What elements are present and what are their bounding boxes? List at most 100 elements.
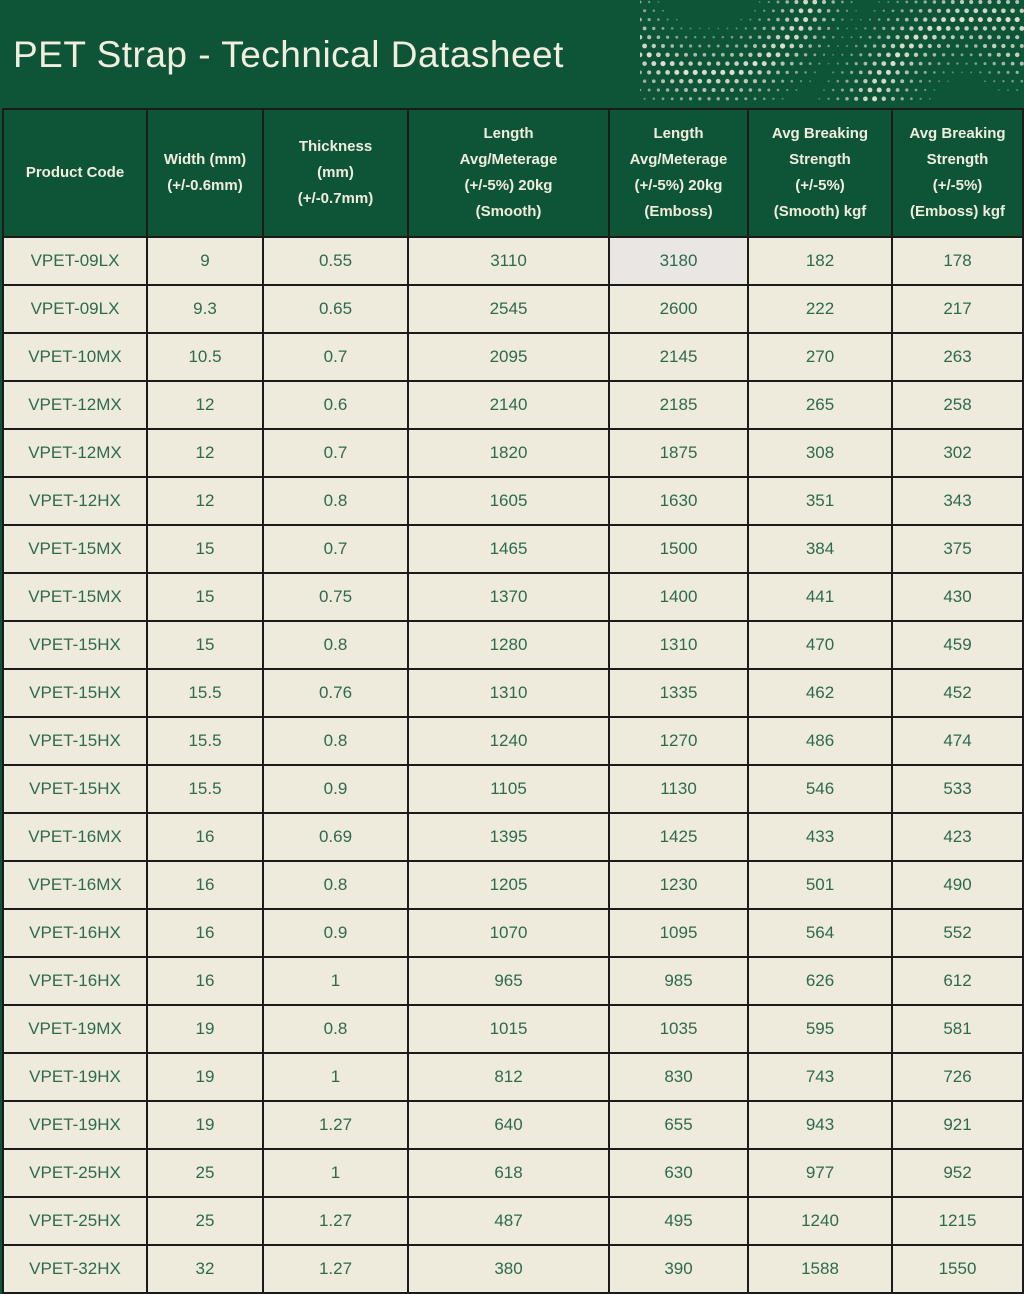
decoration-dot	[905, 88, 909, 92]
decoration-dot	[1015, 35, 1020, 40]
value-cell: 433	[747, 812, 893, 862]
decoration-dot	[703, 36, 706, 39]
decoration-dot	[688, 78, 693, 84]
decoration-dot	[675, 18, 678, 21]
decoration-dot	[794, 70, 798, 74]
value-cell: 1395	[407, 812, 610, 862]
decoration-dot	[776, 17, 780, 22]
value-cell: 943	[747, 1100, 893, 1150]
value-cell: 0.76	[262, 668, 409, 718]
decoration-dot	[928, 97, 931, 100]
decoration-dot	[895, 35, 900, 40]
decoration-dot	[712, 36, 715, 39]
decoration-dot	[716, 97, 720, 101]
decoration-dot	[1014, 17, 1020, 23]
decoration-dot	[684, 52, 688, 57]
decoration-dot	[735, 97, 739, 101]
product-code-cell: VPET-19HX	[2, 1052, 148, 1102]
value-cell: 1070	[407, 908, 610, 958]
decoration-dot	[789, 43, 795, 49]
decoration-dot	[803, 53, 808, 57]
decoration-dot	[950, 0, 955, 4]
decoration-dot	[665, 35, 670, 39]
decoration-dot	[674, 69, 680, 75]
decoration-dot	[697, 78, 703, 84]
decoration-dot	[734, 61, 739, 66]
decoration-dot	[896, 0, 899, 4]
value-cell: 0.8	[262, 716, 409, 766]
value-cell: 0.8	[262, 1004, 409, 1054]
decoration-dot	[996, 0, 1001, 5]
decoration-dot	[956, 62, 959, 65]
decoration-dot	[717, 27, 720, 30]
decoration-dot	[776, 70, 780, 75]
decoration-dot	[973, 8, 979, 14]
decoration-dot	[941, 0, 946, 4]
decoration-dot	[1010, 26, 1015, 31]
decoration-dot	[867, 87, 873, 93]
decoration-dot	[780, 43, 786, 49]
value-cell: 1215	[891, 1196, 1024, 1246]
decoration-dot	[993, 80, 996, 83]
value-cell: 1588	[747, 1244, 893, 1294]
decoration-dot	[988, 71, 991, 74]
decoration-dot	[780, 61, 785, 66]
decoration-dot	[910, 97, 913, 101]
decoration-dot	[959, 35, 965, 40]
decoration-dot	[771, 61, 776, 66]
decoration-dot	[978, 53, 983, 57]
product-code-cell: VPET-19HX	[2, 1100, 148, 1150]
value-cell: 0.9	[262, 764, 409, 814]
decoration-dot	[858, 87, 863, 93]
decoration-dot	[734, 44, 739, 48]
decoration-dot	[849, 88, 854, 92]
decoration-dot	[1001, 43, 1006, 49]
decoration-dot	[697, 61, 702, 66]
decoration-dot	[964, 8, 969, 14]
decoration-dot	[987, 52, 992, 57]
value-cell: 217	[891, 284, 1024, 334]
decoration-dot	[991, 43, 997, 49]
decoration-dot	[698, 27, 701, 30]
decoration-dot	[827, 26, 831, 30]
decoration-dot	[849, 70, 854, 75]
decoration-dot	[725, 97, 730, 101]
decoration-dot	[1010, 61, 1015, 66]
decoration-dot	[855, 9, 858, 12]
decoration-dot	[738, 69, 744, 75]
decoration-dot	[739, 35, 743, 39]
decoration-dot	[895, 17, 900, 22]
decoration-dot	[1014, 52, 1020, 58]
decoration-dot	[832, 71, 835, 74]
decoration-dot	[923, 70, 927, 74]
decoration-dot	[919, 97, 922, 100]
decoration-dot	[909, 61, 914, 66]
decoration-dot	[900, 9, 904, 13]
decoration-dot	[885, 69, 891, 75]
table-row: VPET-16HX 16 1 965 985 626 612	[2, 956, 1024, 1006]
value-cell: 351	[747, 476, 893, 526]
decoration-dot	[891, 9, 895, 13]
decoration-dot	[984, 80, 986, 83]
decoration-dot	[1007, 89, 1009, 91]
value-cell: 16	[146, 956, 264, 1006]
table-row: VPET-15HX 15.5 0.9 1105 1130 546 533	[2, 764, 1024, 814]
decoration-dot	[766, 70, 771, 75]
decoration-dot	[647, 18, 651, 22]
decoration-dot	[794, 52, 799, 57]
decoration-dot	[1001, 26, 1006, 31]
decoration-dot	[850, 53, 853, 57]
value-cell: 15.5	[146, 668, 264, 718]
decoration-dot	[1001, 8, 1006, 14]
decoration-dot	[708, 27, 710, 30]
decoration-dot	[867, 70, 873, 75]
decoration-dot	[642, 61, 647, 66]
decoration-dot	[646, 52, 652, 58]
decoration-dot	[725, 78, 730, 84]
decoration-dot	[968, 17, 974, 23]
decoration-dot	[753, 26, 757, 30]
value-cell: 1	[262, 1148, 409, 1198]
decoration-dot	[918, 26, 923, 31]
decoration-dot	[758, 1, 761, 3]
decoration-dot	[900, 79, 905, 84]
